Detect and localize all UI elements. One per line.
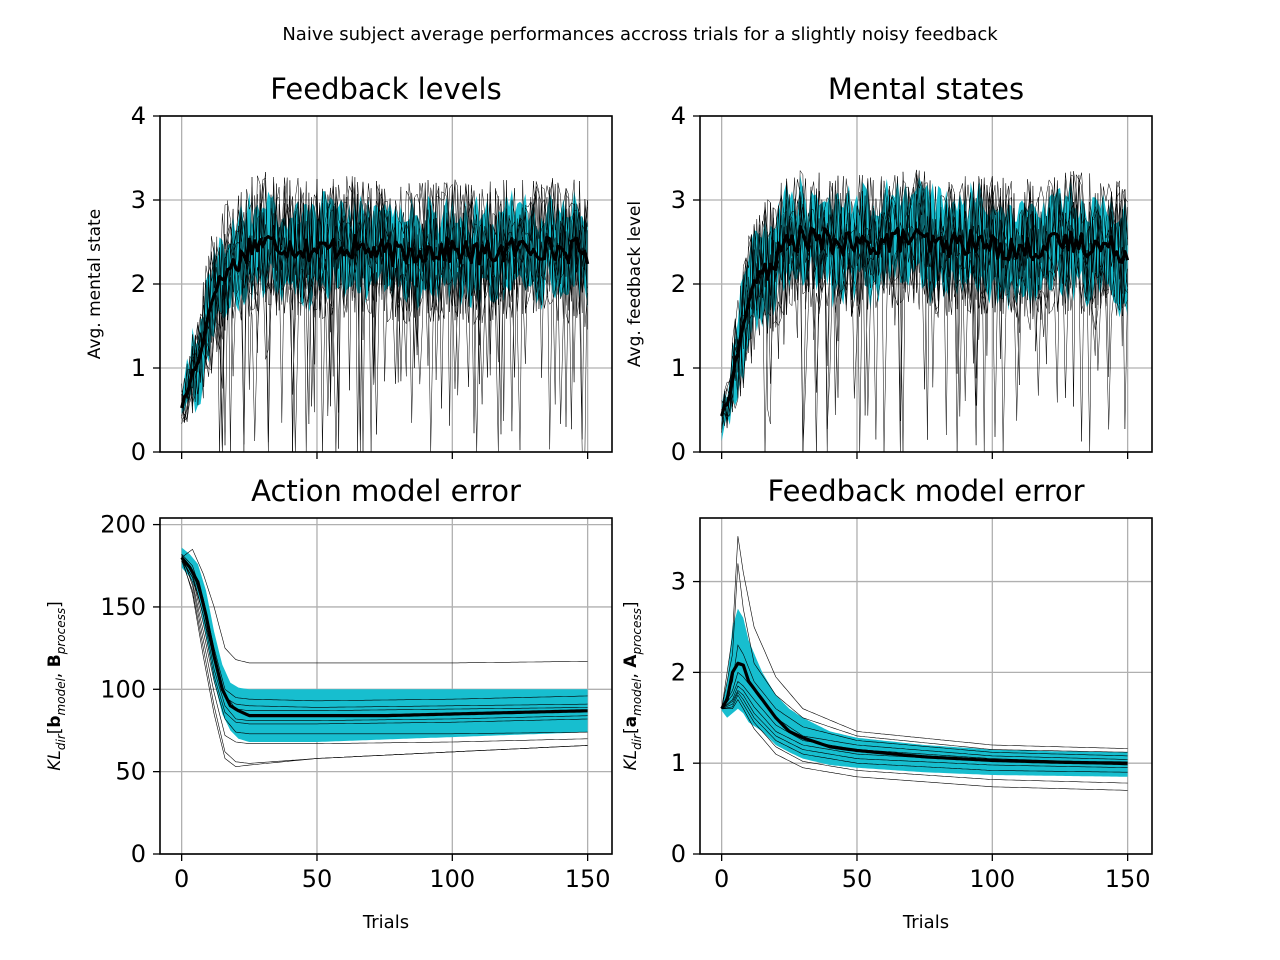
y-axis-label: KLdir[amodel, Aprocess] [621, 601, 644, 770]
panel-mental-states: 0 1 2 3 4 Mental states Avg. feedback level [625, 72, 1153, 466]
sample-run-line [721, 699, 1128, 791]
y-tick-label: 4 [671, 102, 686, 130]
sample-run-line [721, 690, 1128, 768]
sample-run-line [181, 559, 588, 725]
sample-run-line [181, 176, 588, 453]
panel-action-model-error: 0 50 100 150 0 50 100 150 200 Action model error T… [45, 474, 613, 933]
y-tick-label: 2 [671, 658, 686, 686]
mean-line [720, 661, 1128, 765]
sample-run-line [181, 557, 588, 768]
axes-frame [699, 517, 1153, 855]
mean-line [180, 234, 590, 409]
sample-run-line [181, 557, 588, 711]
y-tick-label: 0 [131, 840, 146, 868]
y-tick-label: 1 [671, 354, 686, 382]
y-tick-label: 100 [100, 675, 146, 703]
panel-title: Mental states [828, 72, 1024, 106]
panel-title: Action model error [251, 474, 521, 508]
y-tick-label: 150 [100, 593, 146, 621]
std-band [721, 608, 1128, 777]
y-tick-label: 0 [671, 840, 686, 868]
panel-feedback-levels: 0 1 2 3 4 Feedback levels Avg. mental state [85, 72, 613, 466]
sample-run-line [181, 560, 588, 708]
x-tick-label: 50 [842, 865, 873, 893]
panel-title: Feedback levels [270, 72, 501, 106]
sample-run-line [721, 171, 1128, 430]
sample-run-line [721, 694, 1128, 784]
sample-run-line [181, 555, 588, 721]
sample-run-line [721, 671, 1128, 760]
sample-run-line [721, 169, 1128, 453]
x-tick-label: 150 [565, 865, 611, 893]
panel-feedback-model-error: 0 50 100 150 0 1 2 3 Feedback model error Trials K… [621, 474, 1153, 933]
y-tick-label: 0 [131, 438, 146, 466]
x-tick-label: 100 [969, 865, 1015, 893]
x-tick-label: 100 [429, 865, 475, 893]
y-tick-label: 50 [115, 758, 146, 786]
x-tick-label: 0 [714, 865, 729, 893]
y-tick-label: 0 [671, 438, 686, 466]
sample-run-line [721, 563, 1128, 753]
y-tick-label: 4 [131, 102, 146, 130]
sample-run-line [181, 175, 588, 435]
sample-run-line [181, 557, 588, 735]
std-band [181, 547, 588, 742]
y-tick-label: 1 [131, 354, 146, 382]
mean-line [180, 556, 588, 718]
axes-frame [159, 517, 613, 855]
sample-run-line [181, 548, 588, 664]
panel-title: Feedback model error [767, 474, 1084, 508]
y-tick-label: 3 [671, 186, 686, 214]
y-tick-label: 3 [671, 568, 686, 596]
x-tick-label: 0 [174, 865, 189, 893]
x-axis-label: Trials [902, 912, 949, 933]
sample-run-line [181, 171, 588, 453]
sample-run-line [721, 644, 1128, 757]
mean-line [720, 225, 1130, 417]
figure-suptitle: Naive subject average performances accro… [282, 24, 998, 45]
x-tick-label: 150 [1105, 865, 1151, 893]
sample-run-line [181, 554, 588, 744]
sample-run-line [721, 691, 1128, 773]
y-axis-label: KLdir[bmodel, Bprocess] [45, 601, 68, 771]
y-tick-label: 1 [671, 749, 686, 777]
sample-run-line [721, 170, 1128, 436]
y-tick-label: 200 [100, 511, 146, 539]
y-axis-label: Avg. mental state [85, 209, 105, 359]
x-tick-label: 50 [302, 865, 333, 893]
sample-run-line [721, 536, 1128, 749]
y-axis-label: Avg. feedback level [625, 201, 645, 367]
sample-run-line [721, 172, 1128, 453]
sample-run-line [181, 553, 588, 702]
y-tick-label: 3 [131, 186, 146, 214]
y-tick-label: 2 [131, 270, 146, 298]
y-tick-label: 2 [671, 270, 686, 298]
x-axis-label: Trials [362, 912, 409, 933]
